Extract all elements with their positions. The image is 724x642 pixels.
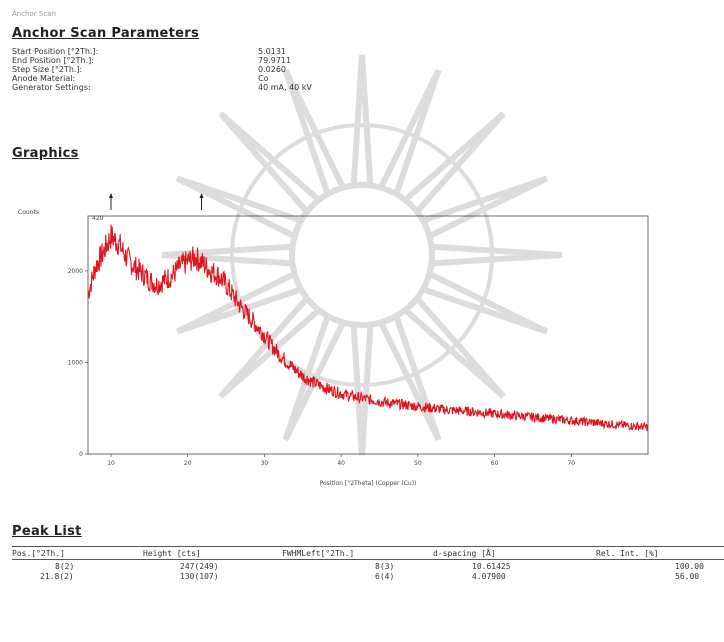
param-value: 5.0131: [258, 47, 286, 56]
cell-pos: 21.8(2): [40, 572, 74, 581]
cell-dspacing: 10.61425: [472, 562, 511, 571]
header-fwhm: FWHMLeft[°2Th.]: [282, 549, 355, 558]
table-row: 8(2) 247(249) 8(3) 10.61425 100.00: [0, 562, 724, 572]
peak-table-top-rule: [12, 546, 724, 547]
peak-table-header-rule: [12, 559, 724, 560]
cell-fwhm: 8(3): [375, 562, 395, 571]
y-tick-label: 2000: [68, 268, 83, 275]
section-peaks-title: Peak List: [12, 524, 82, 539]
y-tick-label: 0: [79, 451, 83, 458]
x-tick-label: 70: [567, 460, 575, 467]
param-value: 79.9711: [258, 56, 292, 65]
param-value: 0.0260: [258, 65, 286, 74]
peak-table-header: Pos.[°2Th.] Height [cts] FWHMLeft[°2Th.]…: [0, 549, 724, 561]
param-label: Anode Material:: [12, 74, 76, 83]
cell-fwhm: 6(4): [375, 572, 395, 581]
header-pos: Pos.[°2Th.]: [12, 549, 65, 558]
watermark-petal: [378, 68, 442, 195]
x-tick-label: 40: [337, 460, 345, 467]
watermark-petal: [350, 54, 374, 186]
x-tick-label: 30: [261, 460, 269, 467]
x-tick-label: 10: [107, 460, 115, 467]
cell-relint: 56.00: [675, 572, 700, 581]
section-graphics-title: Graphics: [12, 146, 79, 161]
param-label: End Position [°2Th.]:: [12, 56, 94, 65]
param-label: Generator Settings:: [12, 83, 91, 92]
plot-frame: [87, 215, 649, 455]
series-line: [87, 224, 649, 431]
section-anchor-title: Anchor Scan Parameters: [12, 26, 200, 41]
x-tick-label: 60: [491, 460, 499, 467]
header-height: Height [cts]: [143, 549, 201, 558]
top-label: Anchor Scan: [12, 10, 56, 18]
cell-height: 247(249): [180, 562, 219, 571]
header-dspacing: d-spacing [Å]: [433, 549, 496, 558]
corner-label: 420: [92, 215, 104, 222]
xrd-chart: Counts 420 0 1000 2000 10 20 30 40 50 60 70 Posi…: [18, 193, 649, 487]
x-tick-label: 20: [184, 460, 192, 467]
peak-marker-head: [199, 193, 204, 198]
param-label: Step Size [°2Th.]:: [12, 65, 83, 74]
cell-dspacing: 4.07900: [472, 572, 506, 581]
cell-pos: 8(2): [55, 562, 75, 571]
header-relint: Rel. Int. [%]: [596, 549, 659, 558]
peak-marker-head: [109, 193, 114, 198]
param-value: 40 mA, 40 kV: [258, 83, 312, 92]
x-tick-label: 50: [414, 460, 422, 467]
param-value: Co: [258, 74, 269, 83]
x-axis-label: Position [°2Theta] (Copper (Cu)): [320, 480, 417, 487]
param-label: Start Position [°2Th.]:: [12, 47, 99, 56]
y-axis-label: Counts: [18, 209, 39, 216]
cell-height: 130(107): [180, 572, 219, 581]
y-tick-label: 1000: [68, 359, 83, 366]
table-row: 21.8(2) 130(107) 6(4) 4.07900 56.00: [0, 572, 724, 582]
cell-relint: 100.00: [675, 562, 704, 571]
